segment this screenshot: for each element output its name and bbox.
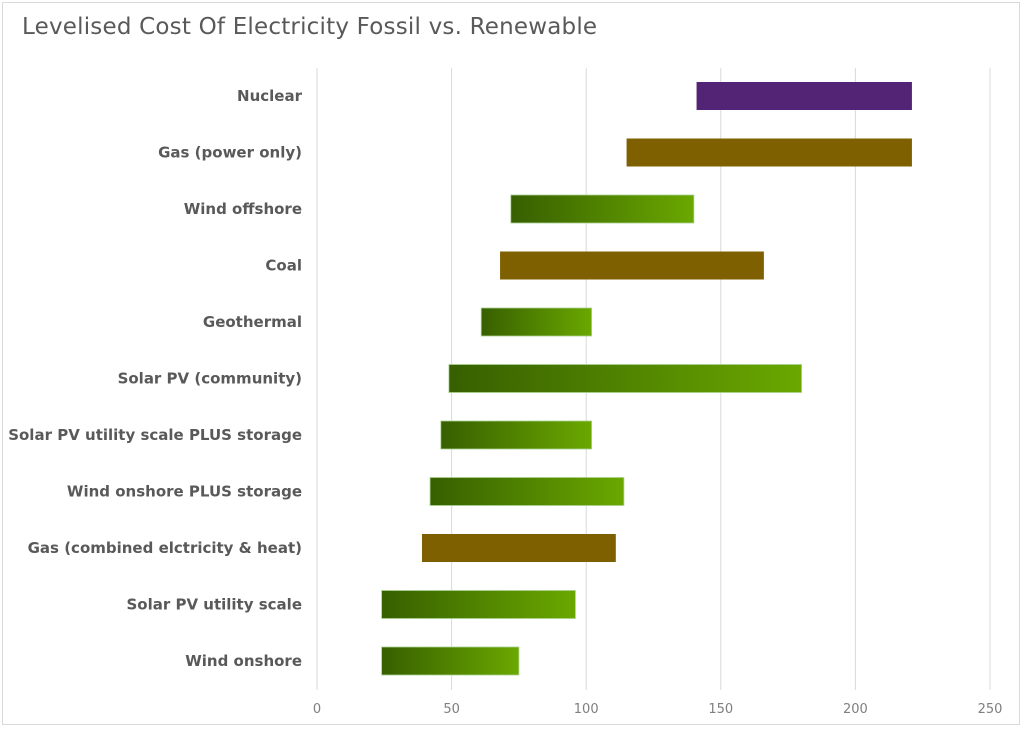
bar-solar-pv-utility-scale-plus-storage xyxy=(440,420,592,450)
bar-wind-offshore xyxy=(510,194,695,224)
x-tick-label: 150 xyxy=(708,702,733,717)
category-label: Nuclear xyxy=(237,87,303,105)
category-label: Solar PV utility scale PLUS storage xyxy=(8,426,302,444)
x-tick-label: 50 xyxy=(443,702,460,717)
category-label: Wind offshore xyxy=(184,200,302,218)
bar-geothermal xyxy=(480,307,592,337)
bar-solar-pv-utility-scale xyxy=(381,590,576,619)
bar-gas-combined-elctricity-heat- xyxy=(421,534,616,562)
bar-solar-pv-community- xyxy=(448,364,802,393)
x-tick-label: 100 xyxy=(574,702,599,717)
bar-gas-power-only- xyxy=(626,138,912,167)
category-label: Gas (combined elctricity & heat) xyxy=(28,539,302,557)
category-label: Gas (power only) xyxy=(158,144,302,162)
category-label: Wind onshore PLUS storage xyxy=(67,483,302,501)
bar-nuclear xyxy=(696,82,912,110)
category-label: Geothermal xyxy=(203,313,302,331)
category-label: Solar PV (community) xyxy=(118,370,302,388)
category-label: Solar PV utility scale xyxy=(126,596,302,614)
category-label: Coal xyxy=(265,257,302,275)
category-label: Wind onshore xyxy=(185,652,302,670)
x-tick-label: 200 xyxy=(843,702,868,717)
chart-title: Levelised Cost Of Electricity Fossil vs.… xyxy=(22,14,598,40)
bar-wind-onshore-plus-storage xyxy=(429,477,625,506)
bar-wind-onshore xyxy=(381,646,520,676)
x-tick-label: 250 xyxy=(978,702,1003,717)
x-tick-label: 0 xyxy=(313,702,321,717)
bar-coal xyxy=(500,251,764,280)
